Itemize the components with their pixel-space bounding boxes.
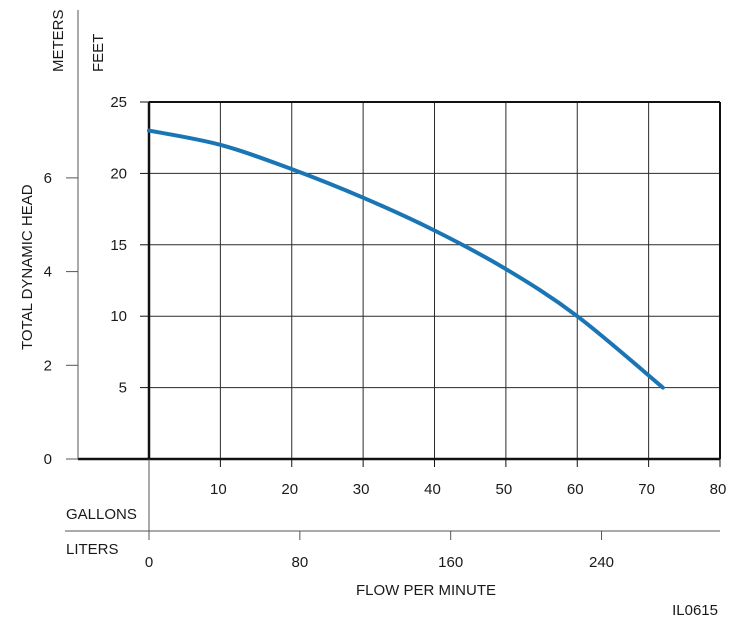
liters-unit-label: LITERS — [66, 541, 119, 558]
x-tick-label: 30 — [353, 481, 370, 498]
x-tick-label: 80 — [710, 481, 727, 498]
x2-tick-label: 80 — [291, 554, 308, 571]
x2-tick-label: 160 — [438, 554, 463, 571]
y2-tick-label: 4 — [44, 264, 52, 281]
grid — [149, 102, 720, 459]
y-tick-label: 25 — [110, 94, 127, 111]
x-tick-label: 40 — [424, 481, 441, 498]
y-tick-label: 10 — [110, 308, 127, 325]
x-tick-label: 70 — [638, 481, 655, 498]
axes — [65, 10, 720, 531]
y2-tick-label: 2 — [44, 357, 52, 374]
y-tick-label: 20 — [110, 165, 127, 182]
meters-unit-label: METERS — [50, 9, 67, 72]
x-tick-label: 20 — [281, 481, 298, 498]
x-tick-label: 60 — [567, 481, 584, 498]
y-tick-label: 5 — [119, 380, 127, 397]
x-tick-label: 10 — [210, 481, 227, 498]
y2-tick-label: 0 — [44, 451, 52, 468]
x-tick-label: 50 — [496, 481, 513, 498]
series-layer — [149, 130, 663, 387]
gallons-unit-label: GALLONS — [66, 506, 137, 523]
tick-labels: 5 10 15 20 25 0 2 4 6 10 20 30 40 50 60 70 80 0 80 160 240 — [44, 94, 727, 571]
y2-tick-label: 6 — [44, 170, 52, 187]
x-axis-title: FLOW PER MINUTE — [356, 582, 496, 599]
figure-code: IL0615 — [672, 602, 718, 619]
pump-curve-line — [149, 131, 663, 388]
x2-tick-label: 240 — [589, 554, 614, 571]
feet-unit-label: FEET — [90, 34, 107, 72]
x2-tick-label: 0 — [145, 554, 153, 571]
y-axis-title: TOTAL DYNAMIC HEAD — [19, 184, 36, 350]
y-tick-label: 15 — [110, 237, 127, 254]
